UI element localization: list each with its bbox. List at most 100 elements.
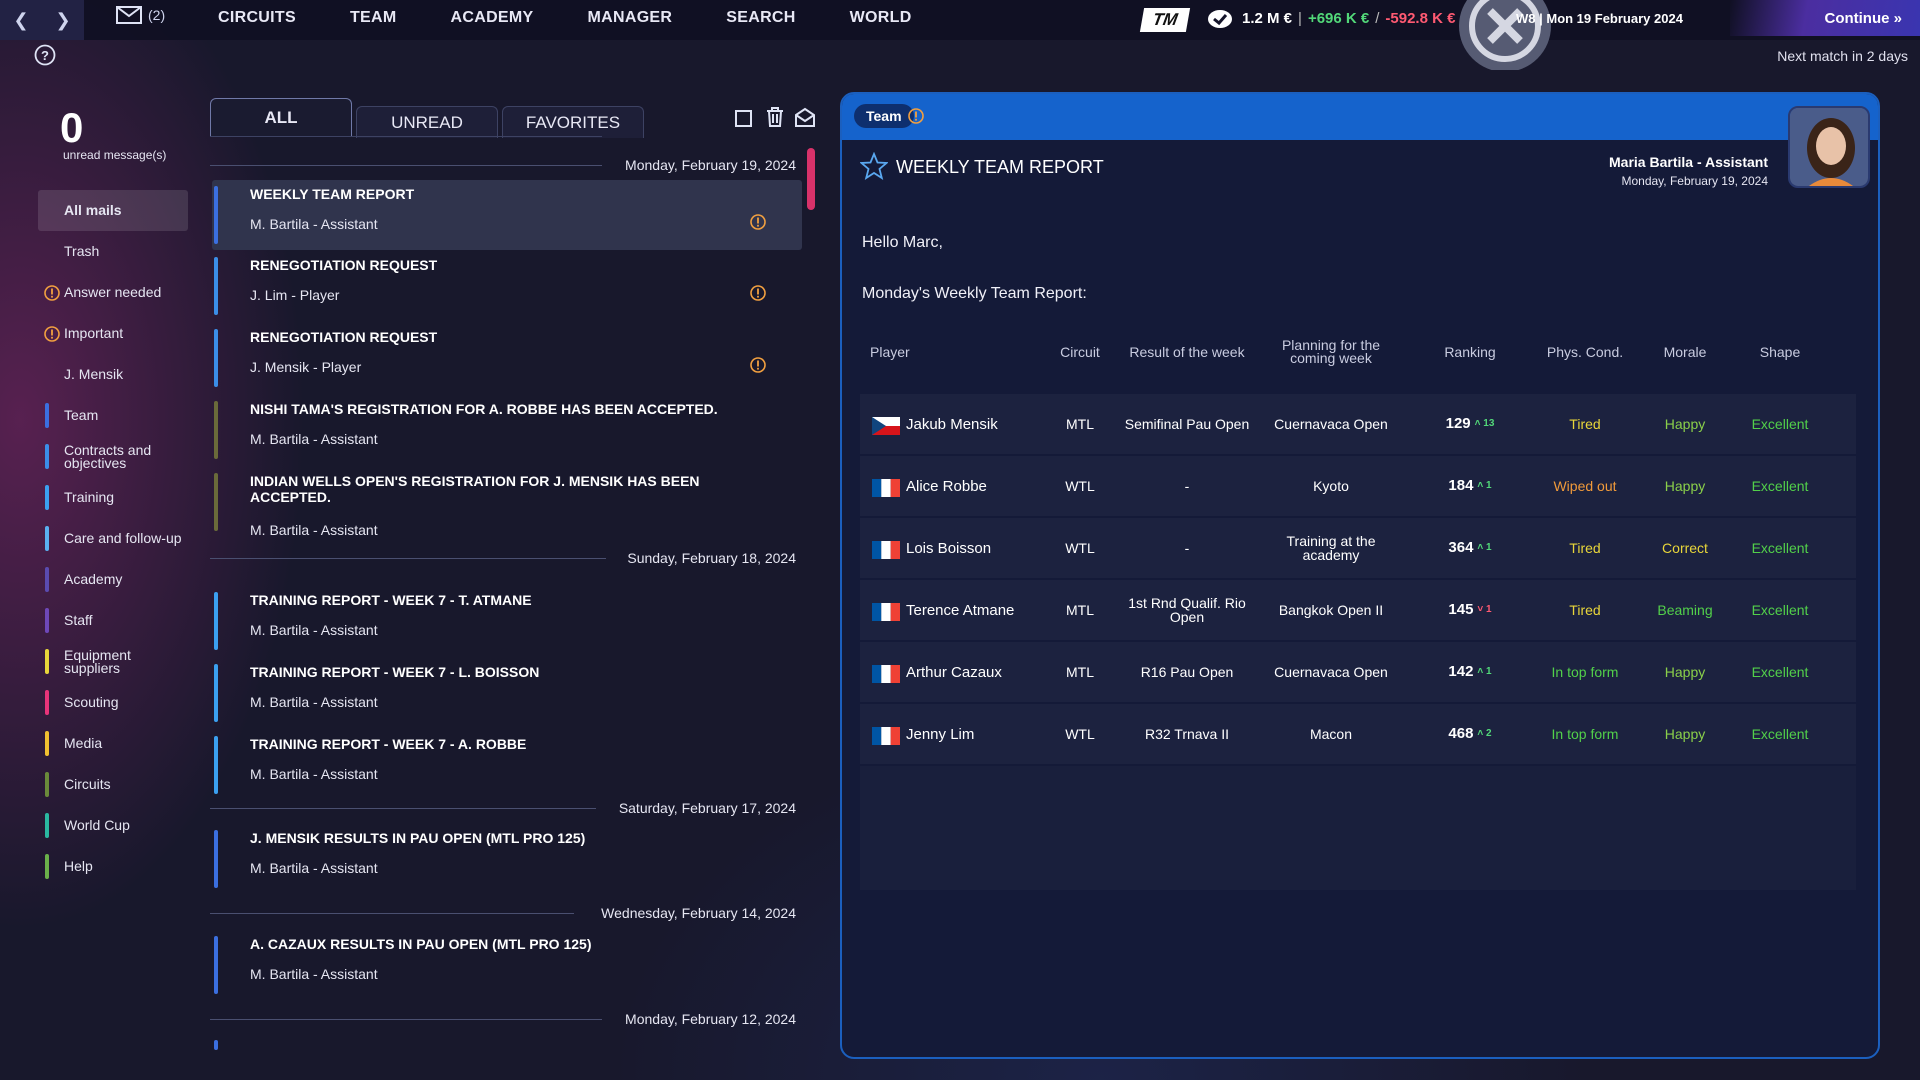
mail-count: (2) <box>148 7 166 23</box>
nav-academy[interactable]: ACADEMY <box>450 9 534 26</box>
player-name[interactable]: Terence Atmane <box>906 601 1015 619</box>
folder-scouting[interactable]: Scouting <box>38 682 188 723</box>
folder-label: Answer needed <box>64 284 162 300</box>
main-nav: CIRCUITS TEAM ACADEMY MANAGER SEARCH WOR… <box>218 0 912 36</box>
mail-category-bar <box>214 592 218 650</box>
date-header: Sunday, February 18, 2024 <box>210 548 796 568</box>
mail-item[interactable]: WEEKLY TEAM REPORT M. Bartila - Assistant <box>212 180 802 250</box>
folder-important[interactable]: Important <box>38 313 188 354</box>
folder-media[interactable]: Media <box>38 723 188 764</box>
ranking-cell: 468 ˄ 2 <box>1430 704 1510 764</box>
folder-label: All mails <box>64 202 122 218</box>
morale-cell: Happy <box>1664 478 1706 494</box>
tab-unread[interactable]: UNREAD <box>356 106 498 138</box>
favorite-star-icon[interactable] <box>860 152 888 180</box>
player-name[interactable]: Jakub Mensik <box>906 415 998 433</box>
date-divider <box>210 165 602 166</box>
mail-item[interactable]: NISHI TAMA'S REGISTRATION FOR A. ROBBE H… <box>212 395 802 465</box>
table-row[interactable]: Jakub Mensik MTL Semifinal Pau Open Cuernav… <box>860 394 1856 454</box>
tab-favorites-label: FAVORITES <box>525 112 621 132</box>
forward-arrow-icon[interactable]: ❯ <box>55 9 71 30</box>
nav-team[interactable]: TEAM <box>349 9 397 26</box>
mail-subject: INDIAN WELLS OPEN'S REGISTRATION FOR J. … <box>250 473 700 505</box>
folder-label: Academy <box>64 571 123 587</box>
mail-item[interactable]: TRAINING REPORT - WEEK 7 - A. ROBBE M. Ba… <box>212 730 802 800</box>
circuit-cell: WTL <box>1065 478 1095 494</box>
mail-subject: A. CAZAUX RESULTS IN PAU OPEN (MTL PRO 1… <box>250 936 592 952</box>
mark-read-icon[interactable] <box>794 106 816 128</box>
mail-item[interactable]: RENEGOTIATION REQUEST J. Lim - Player <box>212 251 802 321</box>
folder-label: Equipment suppliers <box>64 646 131 676</box>
folder-world-cup[interactable]: World Cup <box>38 805 188 846</box>
panel-header: Team <box>842 94 1878 140</box>
folder-contracts-and-objectives[interactable]: Contracts and objectives <box>38 436 188 477</box>
mail-from: J. Lim - Player <box>250 287 340 303</box>
mail-item[interactable]: INDIAN WELLS OPEN'S REGISTRATION FOR J. … <box>212 467 802 538</box>
continue-button[interactable]: Continue » <box>1730 0 1920 36</box>
folder-trash[interactable]: Trash <box>38 231 188 272</box>
table-row[interactable]: Terence Atmane MTL 1st Rnd Qualif. Rio Ope… <box>860 580 1856 640</box>
tab-favorites[interactable]: FAVORITES <box>502 106 644 138</box>
folder-color-bar <box>45 690 49 715</box>
table-row[interactable]: Arthur Cazaux MTL R16 Pau Open Cuernavaca O… <box>860 642 1856 702</box>
ranking-change: ˄ 1 <box>1477 541 1491 555</box>
tab-all[interactable]: ALL <box>210 98 352 136</box>
select-all-checkbox-icon[interactable] <box>733 106 755 128</box>
exclamation-icon <box>750 214 766 230</box>
morale-cell: Beaming <box>1657 602 1713 618</box>
folder-team[interactable]: Team <box>38 395 188 436</box>
table-row[interactable]: Lois Boisson WTL - Training at the academy 3… <box>860 518 1856 578</box>
nav-world[interactable]: WORLD <box>849 9 912 26</box>
close-icon[interactable] <box>1452 0 1558 70</box>
folder-circuits[interactable]: Circuits <box>38 764 188 805</box>
ranking-value: 468 <box>1448 725 1474 742</box>
mail-item[interactable]: A. CAZAUX RESULTS IN PAU OPEN (MTL PRO 1… <box>212 930 802 1000</box>
folder-color-bar <box>45 854 49 879</box>
table-row[interactable]: Jenny Lim WTL R32 Trnava II Macon 468 ˄ 2 In t… <box>860 704 1856 764</box>
mail-item[interactable]: J. MENSIK RESULTS IN PAU OPEN (MTL PRO 1… <box>212 824 802 894</box>
exclamation-icon <box>44 285 60 301</box>
player-name[interactable]: Arthur Cazaux <box>906 663 1002 681</box>
shape-cell: Excellent <box>1751 478 1809 494</box>
folder-training[interactable]: Training <box>38 477 188 518</box>
player-name[interactable]: Alice Robbe <box>906 477 987 495</box>
col-ranking: Ranking <box>1444 343 1496 360</box>
result-cell: Semifinal Pau Open <box>1124 416 1250 432</box>
folder-label: Circuits <box>64 776 111 792</box>
player-name[interactable]: Jenny Lim <box>906 725 975 743</box>
phys-cell: In top form <box>1551 726 1619 742</box>
mail-sender: Maria Bartila - Assistant <box>1609 154 1768 170</box>
arrow-down-icon: ˅ <box>1477 604 1484 615</box>
nav-search[interactable]: SEARCH <box>726 9 796 26</box>
mail-item[interactable]: RENEGOTIATION REQUEST J. Mensik - Player <box>212 323 802 393</box>
folder-equipment-suppliers[interactable]: Equipment suppliers <box>38 641 188 682</box>
folder-j-mensik[interactable]: J. Mensik <box>38 354 188 395</box>
back-arrow-icon[interactable]: ❮ <box>13 9 29 30</box>
help-icon[interactable]: ? <box>34 44 56 66</box>
folder-color-bar <box>45 608 49 633</box>
mail-item[interactable]: TRAINING REPORT - WEEK 7 - L. BOISSON M. … <box>212 658 802 728</box>
folder-help[interactable]: Help <box>38 846 188 887</box>
nav-manager[interactable]: MANAGER <box>587 9 673 26</box>
table-row[interactable]: Alice Robbe WTL - Kyoto 184 ˄ 1 Wiped out Happy… <box>860 456 1856 516</box>
tab-all-label: ALL <box>264 107 298 127</box>
ranking-delta: 1 <box>1486 666 1492 677</box>
shape-cell: Excellent <box>1751 602 1809 618</box>
nav-circuits[interactable]: CIRCUITS <box>218 9 296 26</box>
folder-all-mails[interactable]: All mails <box>38 190 188 231</box>
player-name[interactable]: Lois Boisson <box>906 539 992 557</box>
folder-care-and-follow-up[interactable]: Care and follow-up <box>38 518 188 559</box>
mail-subject: NISHI TAMA'S REGISTRATION FOR A. ROBBE H… <box>250 401 718 417</box>
mail-subject: TRAINING REPORT - WEEK 7 - A. ROBBE <box>250 736 527 752</box>
trash-icon[interactable] <box>764 106 786 128</box>
mail-category-bar <box>214 936 218 994</box>
folder-staff[interactable]: Staff <box>38 600 188 641</box>
folder-answer-needed[interactable]: Answer needed <box>38 272 188 313</box>
planning-cell: Bangkok Open II <box>1278 602 1384 618</box>
folder-academy[interactable]: Academy <box>38 559 188 600</box>
mail-list-scrollbar[interactable] <box>807 148 815 210</box>
mail-shortcut[interactable]: (2) <box>116 6 165 24</box>
mail-item[interactable]: TRAINING REPORT - WEEK 7 - T. ATMANE M. B… <box>212 586 802 656</box>
finances[interactable]: 1.2 M € | +696 K € / -592.8 K € <box>1242 10 1455 27</box>
col-player: Player <box>870 343 910 360</box>
